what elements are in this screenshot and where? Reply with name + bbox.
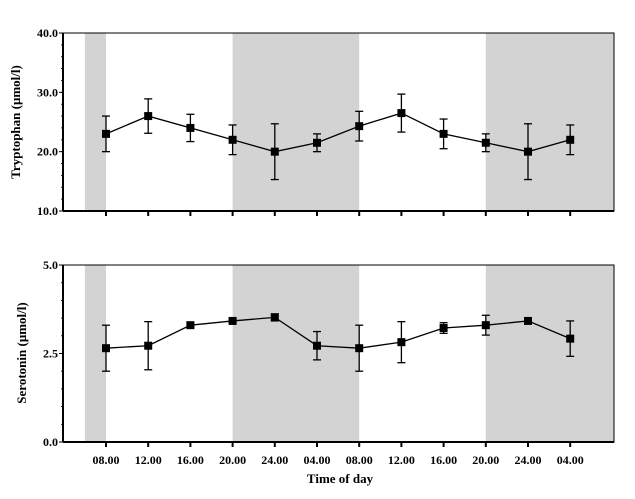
data-point (481, 138, 490, 147)
x-tick-label: 24.00 (515, 453, 542, 467)
x-tick-label: 12.00 (135, 453, 162, 467)
data-point (270, 313, 279, 322)
data-point (397, 109, 406, 118)
y-tick-label: 40.0 (37, 26, 58, 40)
serotonin-panel: 0.0 2.5 5.0 08.00 12.00 16.00 20.00 24.00 04.00 0… (14, 258, 615, 467)
data-point (102, 129, 110, 138)
night-band (485, 265, 614, 442)
series-line (105, 112, 571, 153)
y-tick-label: 20.0 (37, 145, 58, 159)
data-point (355, 344, 364, 353)
data-point (355, 122, 364, 131)
night-band (485, 33, 614, 211)
data-point (102, 344, 110, 353)
x-tick-label: 24.00 (261, 453, 288, 467)
x-tick-label: 04.00 (557, 453, 584, 467)
x-tick-label: 20.00 (472, 453, 499, 467)
series-line (105, 316, 571, 349)
data-point (186, 321, 195, 330)
y-axis-title: Serotonin (μmol/l) (14, 302, 29, 403)
night-band (84, 265, 106, 442)
y-tick-label: 30.0 (37, 85, 58, 99)
data-point (524, 147, 532, 156)
x-tick-label: 12.00 (388, 453, 415, 467)
y-tick-label: 2.5 (43, 347, 58, 361)
x-tick-label: 08.00 (346, 453, 373, 467)
data-point (270, 147, 279, 156)
data-point (481, 321, 490, 330)
data-point (439, 324, 448, 333)
tryptophan-panel: 10.0 20.0 30.0 40.0 Tryptophan (μmol/l) (8, 26, 615, 218)
night-band (232, 33, 360, 211)
x-tick-label: 04.00 (304, 453, 331, 467)
x-axis-title: Time of day (307, 471, 374, 486)
data-point (566, 334, 575, 343)
y-tick-label: 0.0 (43, 435, 58, 449)
y-tick-label: 5.0 (43, 258, 58, 272)
x-tick-label: 16.00 (430, 453, 457, 467)
night-band (84, 33, 106, 211)
x-tick-label: 08.00 (93, 453, 120, 467)
data-point (186, 123, 195, 132)
y-axis-title: Tryptophan (μmol/l) (8, 65, 23, 179)
data-point (524, 316, 532, 325)
data-point (397, 338, 406, 347)
y-tick-label: 10.0 (37, 204, 58, 218)
data-point (228, 316, 237, 325)
data-point (313, 341, 321, 350)
data-point (313, 138, 321, 147)
data-point (228, 135, 237, 144)
data-point (144, 341, 153, 350)
x-tick-label: 20.00 (219, 453, 246, 467)
data-point (566, 135, 575, 144)
x-tick-label: 16.00 (177, 453, 204, 467)
night-band (232, 265, 360, 442)
data-point (439, 129, 448, 138)
data-point (144, 112, 153, 121)
